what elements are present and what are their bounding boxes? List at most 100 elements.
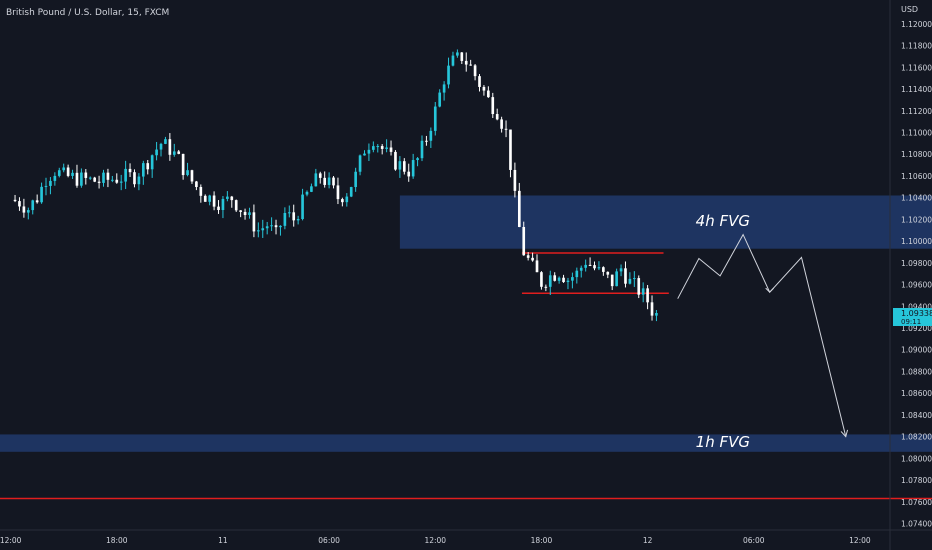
candle <box>411 153 415 179</box>
last-price-tag: 1.09338 09:11 <box>893 308 932 326</box>
time-tick-label: 18:00 <box>106 536 128 545</box>
candle <box>540 271 543 290</box>
candle <box>394 150 397 171</box>
price-axis-currency: USD <box>901 5 918 14</box>
zones-layer <box>0 195 932 452</box>
zone-label-4h-fvg: 4h FVG <box>696 212 750 230</box>
candle <box>155 141 158 161</box>
candle <box>363 150 366 156</box>
candle <box>239 210 242 218</box>
candle <box>287 205 291 218</box>
candle <box>473 63 477 81</box>
candle <box>509 129 512 178</box>
candle <box>234 199 238 212</box>
candle <box>265 221 269 235</box>
candle <box>44 177 48 196</box>
candle <box>84 169 88 185</box>
price-tick-label: 1.09200 <box>901 324 932 333</box>
candle <box>478 74 481 92</box>
candle <box>66 164 70 178</box>
candle <box>195 180 198 191</box>
price-tick-label: 1.11600 <box>901 63 932 72</box>
candle <box>217 200 220 214</box>
candle <box>566 277 570 290</box>
fvg-zone-1h[interactable] <box>0 434 932 452</box>
candle <box>548 270 552 296</box>
time-tick-label: 12:00 <box>849 536 871 545</box>
candle <box>354 167 357 192</box>
candle <box>270 217 273 232</box>
candle <box>323 171 327 188</box>
candle <box>650 295 654 321</box>
candle <box>314 168 318 187</box>
candle <box>186 162 189 177</box>
candle <box>628 272 632 285</box>
candle <box>606 271 610 279</box>
candle <box>429 127 433 148</box>
price-tick-label: 1.10200 <box>901 215 932 224</box>
candle <box>124 160 127 190</box>
candle <box>557 276 561 284</box>
candle <box>420 135 424 162</box>
candle <box>119 174 123 191</box>
price-tick-label: 1.11000 <box>901 129 932 138</box>
candle <box>345 193 349 207</box>
candle <box>190 169 194 184</box>
candle <box>619 264 623 277</box>
candle <box>257 222 260 238</box>
price-tick-label: 1.09800 <box>901 259 932 268</box>
projected-path-line[interactable] <box>677 233 847 437</box>
candle <box>301 188 304 221</box>
candle <box>137 173 141 191</box>
candle <box>624 261 627 288</box>
candle <box>102 169 105 187</box>
candle <box>97 175 101 189</box>
candle <box>106 168 110 188</box>
candle <box>593 261 596 271</box>
candle <box>133 169 136 188</box>
candle <box>53 172 57 186</box>
candle <box>588 257 592 267</box>
price-tick-label: 1.09600 <box>901 281 932 290</box>
fvg-zone-4h[interactable] <box>399 195 932 249</box>
candle <box>22 198 26 218</box>
candle <box>571 272 574 289</box>
candle <box>504 120 508 138</box>
candle <box>602 266 605 276</box>
time-tick-label: 06:00 <box>743 536 765 545</box>
candle <box>438 89 442 108</box>
price-tick-label: 1.12000 <box>901 20 932 29</box>
price-tick-label: 1.08600 <box>901 389 932 398</box>
time-axis[interactable]: 12:00 18:00 11 06:00 12:00 18:00 12 06:00 12:00 <box>0 536 871 545</box>
time-tick-label: 12:00 <box>0 536 22 545</box>
candle <box>597 261 601 271</box>
candle <box>88 176 92 180</box>
projected-path-mid-arrowhead <box>765 287 775 293</box>
time-tick-label: 18:00 <box>531 536 553 545</box>
symbol-title[interactable]: British Pound / U.S. Dollar, 15, FXCM <box>6 8 169 18</box>
candle <box>575 267 579 284</box>
candle <box>407 163 411 182</box>
candle <box>579 265 583 278</box>
price-axis[interactable]: 1.12000 1.11800 1.11600 1.11400 1.11200 1.110… <box>901 20 932 529</box>
candle <box>584 259 587 272</box>
candle <box>544 284 548 292</box>
candle <box>402 158 406 175</box>
candle <box>526 252 530 261</box>
candle <box>115 173 119 184</box>
candle <box>49 177 52 195</box>
candle <box>372 141 375 153</box>
candle <box>398 156 402 178</box>
candle <box>610 274 614 291</box>
candle <box>296 215 300 225</box>
candle <box>442 81 446 101</box>
candle <box>425 135 428 146</box>
price-tick-label: 1.08000 <box>901 454 932 463</box>
candle <box>451 51 455 67</box>
candle <box>646 285 649 310</box>
candle <box>332 175 335 189</box>
candle <box>292 204 296 227</box>
candle <box>168 133 172 161</box>
